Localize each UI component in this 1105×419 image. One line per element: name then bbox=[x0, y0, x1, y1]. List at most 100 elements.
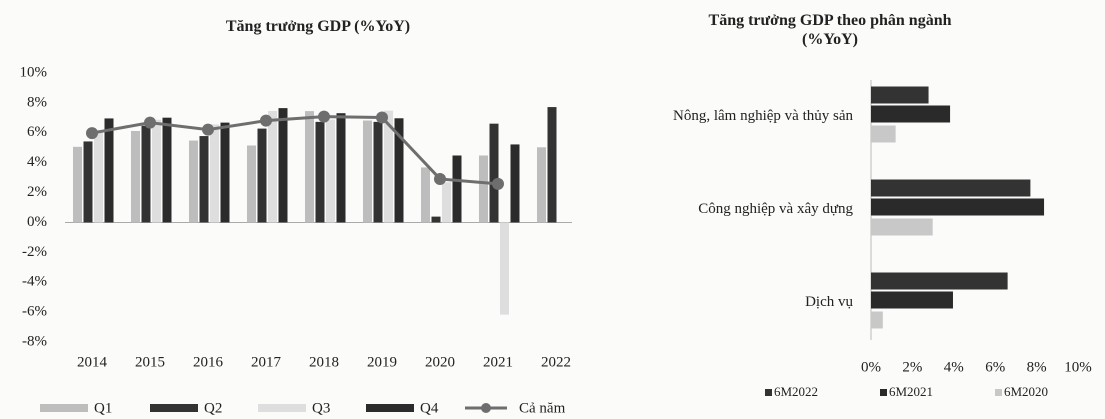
bar bbox=[363, 120, 372, 223]
line-marker bbox=[318, 110, 330, 123]
bar bbox=[315, 121, 325, 223]
bar bbox=[547, 107, 557, 223]
bar bbox=[152, 119, 161, 223]
bar bbox=[83, 141, 93, 223]
bar bbox=[104, 118, 114, 223]
bar bbox=[431, 216, 441, 223]
x-tick-label: 10% bbox=[1064, 359, 1092, 375]
legend-swatch bbox=[995, 389, 1002, 396]
legend-swatch bbox=[880, 389, 887, 396]
x-tick-label: 2019 bbox=[367, 354, 397, 370]
legend-label: Q4 bbox=[420, 400, 439, 416]
bar bbox=[189, 140, 198, 223]
bar bbox=[210, 124, 219, 223]
bar bbox=[421, 167, 430, 223]
y-tick-label: -4% bbox=[22, 274, 47, 290]
bar bbox=[871, 179, 1031, 197]
line-marker bbox=[376, 111, 388, 124]
bar bbox=[141, 125, 151, 223]
line-marker bbox=[86, 127, 98, 140]
bar bbox=[452, 155, 462, 223]
y-tick-label: 10% bbox=[20, 64, 48, 80]
y-tick-label: 2% bbox=[27, 184, 47, 200]
x-tick-label: 2016 bbox=[193, 354, 224, 370]
y-tick-label: 4% bbox=[27, 154, 47, 170]
bar bbox=[871, 105, 951, 123]
bar bbox=[442, 182, 451, 223]
bar bbox=[220, 122, 230, 223]
line bbox=[91, 115, 499, 186]
bar bbox=[336, 113, 346, 223]
bar bbox=[394, 118, 404, 223]
bar bbox=[871, 125, 896, 143]
x-tick-label: 2018 bbox=[309, 354, 339, 370]
bar bbox=[268, 110, 277, 223]
x-tick-label: 4% bbox=[944, 359, 964, 375]
bar bbox=[94, 129, 103, 223]
y-tick-label: Dịch vụ bbox=[805, 294, 853, 310]
y-tick-label: -8% bbox=[22, 333, 47, 349]
legend-label: Q1 bbox=[94, 400, 112, 416]
y-tick-label: 8% bbox=[27, 94, 47, 110]
bar bbox=[489, 123, 499, 223]
x-tick-label: 2014 bbox=[77, 354, 108, 370]
bar bbox=[199, 136, 209, 223]
legend-swatch bbox=[258, 404, 306, 412]
legend-swatch bbox=[150, 404, 198, 412]
legend-swatch bbox=[481, 403, 491, 413]
bar bbox=[131, 130, 140, 223]
bar bbox=[871, 291, 953, 309]
x-tick-label: 2% bbox=[902, 359, 922, 375]
chart-title: Tăng trưởng GDP (%YoY) bbox=[225, 18, 411, 35]
bar bbox=[500, 222, 509, 315]
bar bbox=[247, 145, 256, 223]
x-tick-label: 2015 bbox=[135, 354, 165, 370]
legend-label: Q2 bbox=[204, 400, 222, 416]
bar bbox=[162, 117, 172, 223]
bar bbox=[871, 86, 929, 104]
y-tick-label: 0% bbox=[27, 214, 47, 230]
legend-label: 6M2021 bbox=[889, 384, 933, 399]
bar bbox=[871, 311, 883, 329]
x-tick-label: 0% bbox=[861, 359, 881, 375]
bar bbox=[871, 218, 933, 236]
bar bbox=[326, 119, 335, 223]
legend-label: 6M2022 bbox=[774, 384, 818, 399]
bar bbox=[257, 128, 267, 223]
bar bbox=[373, 121, 383, 223]
x-tick-label: 6% bbox=[985, 359, 1005, 375]
x-tick-label: 2022 bbox=[541, 354, 571, 370]
y-tick-label: -6% bbox=[22, 304, 47, 320]
line-marker bbox=[260, 114, 272, 127]
x-tick-label: 2017 bbox=[251, 354, 282, 370]
bar bbox=[871, 272, 1008, 290]
legend-label: Cả năm bbox=[519, 400, 566, 416]
legend-swatch bbox=[40, 404, 88, 412]
bar bbox=[537, 147, 546, 223]
y-tick-label: Nông, lâm nghiệp và thủy sản bbox=[673, 108, 853, 124]
bar bbox=[384, 110, 393, 223]
line-marker bbox=[144, 116, 156, 129]
line-marker bbox=[434, 172, 446, 185]
x-tick-label: 8% bbox=[1027, 359, 1047, 375]
line-marker bbox=[202, 123, 214, 136]
y-tick-label: -2% bbox=[22, 244, 47, 260]
bar bbox=[510, 144, 520, 223]
bar bbox=[278, 108, 288, 223]
x-tick-label: 2021 bbox=[483, 354, 513, 370]
legend-label: Q3 bbox=[312, 400, 330, 416]
bar bbox=[73, 146, 82, 223]
legend-label: 6M2020 bbox=[1004, 384, 1048, 399]
y-tick-label: 6% bbox=[27, 124, 47, 140]
chart-title: Tăng trưởng GDP theo phân ngành (%YoY) bbox=[708, 12, 952, 48]
bar bbox=[871, 198, 1045, 216]
x-tick-label: 2020 bbox=[425, 354, 455, 370]
bar bbox=[479, 155, 488, 223]
legend-swatch bbox=[765, 389, 772, 396]
bar bbox=[305, 111, 314, 223]
y-tick-label: Công nghiệp và xây dựng bbox=[698, 201, 853, 217]
line-marker bbox=[492, 177, 504, 190]
legend-swatch bbox=[366, 404, 414, 412]
